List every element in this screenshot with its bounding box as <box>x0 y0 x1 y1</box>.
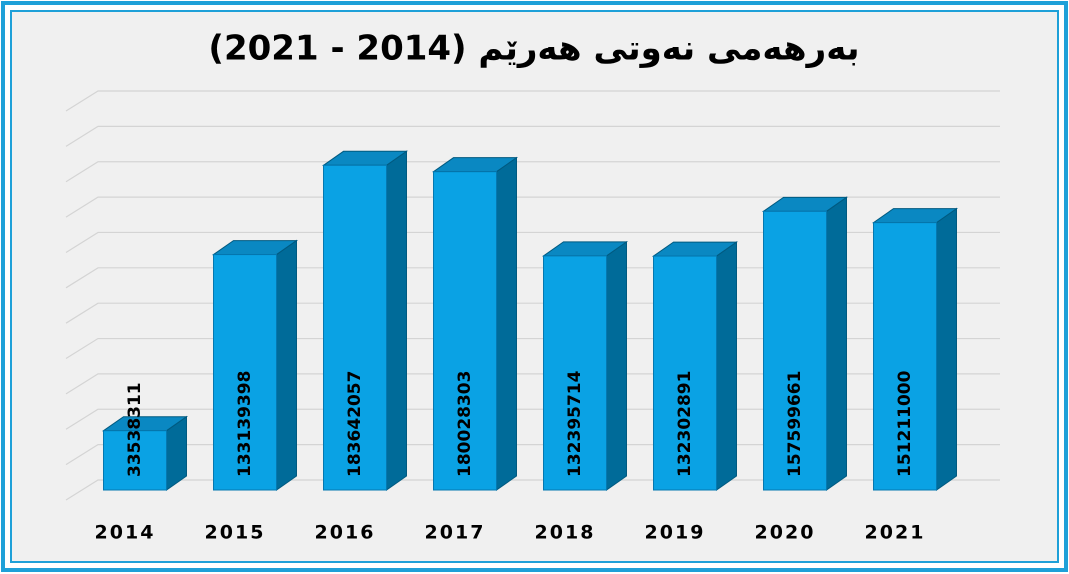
x-tick-label: 2016 <box>315 522 376 544</box>
bar <box>651 241 739 491</box>
bar <box>871 207 959 491</box>
bar-front <box>213 254 277 491</box>
bar <box>541 240 629 491</box>
x-tick-label: 2018 <box>535 522 596 544</box>
grid-line <box>65 90 1000 112</box>
x-tick-label: 2020 <box>755 522 816 544</box>
bar-front <box>653 255 717 491</box>
bar-side <box>826 196 847 491</box>
data-label: 151211000 <box>895 370 915 477</box>
grid-line <box>65 196 1000 218</box>
data-label: 132302891 <box>675 371 695 477</box>
bar-side <box>496 156 517 491</box>
data-label: 157599661 <box>785 371 805 477</box>
bar-front <box>543 255 607 491</box>
data-label: 183642057 <box>345 371 365 477</box>
x-tick-label: 2015 <box>205 522 266 544</box>
bar-front <box>433 171 497 491</box>
bar-front <box>873 222 937 491</box>
bar-side <box>606 240 627 491</box>
x-tick-label: 2019 <box>645 522 706 544</box>
bar <box>431 156 519 491</box>
grid-line <box>65 231 1000 253</box>
x-tick-label: 2014 <box>95 522 156 544</box>
data-label: 33538311 <box>125 382 145 477</box>
grid-line <box>65 161 1000 183</box>
data-label: 180028303 <box>455 371 475 477</box>
bar <box>211 239 299 491</box>
bar <box>101 415 189 491</box>
bar-front <box>323 164 387 491</box>
bar-front <box>763 210 827 491</box>
bar-front <box>103 430 167 491</box>
chart-title: بەرهەمی نەوتی هەرێم (2014 - 2021) <box>208 29 859 69</box>
bar-side <box>716 241 737 491</box>
x-tick-label: 2017 <box>425 522 486 544</box>
bar-side <box>276 239 297 491</box>
data-label: 133139398 <box>235 371 255 477</box>
data-label: 132395714 <box>565 370 585 477</box>
bar-side <box>386 150 407 491</box>
x-tick-label: 2021 <box>865 522 926 544</box>
bar <box>321 150 409 491</box>
grid-line <box>65 125 1000 147</box>
bar <box>761 196 849 491</box>
bar-side <box>936 207 957 491</box>
